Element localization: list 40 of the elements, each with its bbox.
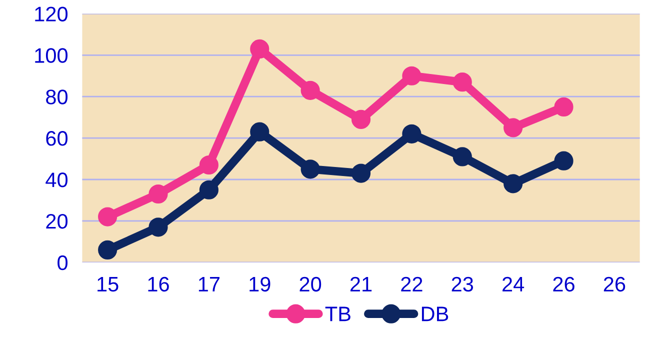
x-tick-label: 22	[401, 276, 422, 292]
point	[98, 207, 118, 226]
x-tick-label: 23	[452, 276, 474, 292]
point	[351, 164, 371, 183]
x-tick-label: 19	[250, 276, 270, 292]
legend-label: DB	[422, 306, 448, 322]
point	[98, 240, 118, 260]
x-tick-label: 20	[300, 276, 322, 292]
y-tick-label: 80	[46, 90, 68, 104]
point	[300, 80, 320, 100]
point	[148, 218, 168, 237]
x-tick-label: 17	[198, 277, 220, 292]
point	[452, 72, 472, 92]
point	[199, 155, 218, 175]
point	[300, 160, 320, 179]
point	[452, 147, 472, 166]
x-tick-label: 26	[553, 276, 574, 292]
point	[504, 118, 523, 138]
point	[199, 180, 218, 200]
x-tick-label: 24	[502, 276, 524, 292]
x-tick-label: 21	[350, 276, 372, 292]
point	[250, 122, 270, 142]
x-tick-label: 26	[604, 276, 626, 292]
point	[250, 39, 270, 58]
y-tick-label: 100	[35, 48, 68, 63]
y-tick-label: 60	[46, 131, 68, 146]
point	[351, 110, 371, 129]
point	[504, 174, 523, 194]
y-tick-label: 0	[58, 255, 68, 270]
x-tick-label: 15	[98, 277, 118, 292]
y-tick-label: 20	[46, 214, 68, 229]
y-tick-label: 120	[35, 6, 68, 22]
legend-label: TB	[325, 306, 350, 322]
point	[148, 184, 168, 204]
point	[402, 66, 422, 86]
point	[554, 151, 574, 170]
y-tick-label: 40	[46, 172, 68, 188]
point	[554, 97, 574, 117]
point	[402, 124, 422, 144]
x-tick-label: 16	[148, 276, 169, 292]
